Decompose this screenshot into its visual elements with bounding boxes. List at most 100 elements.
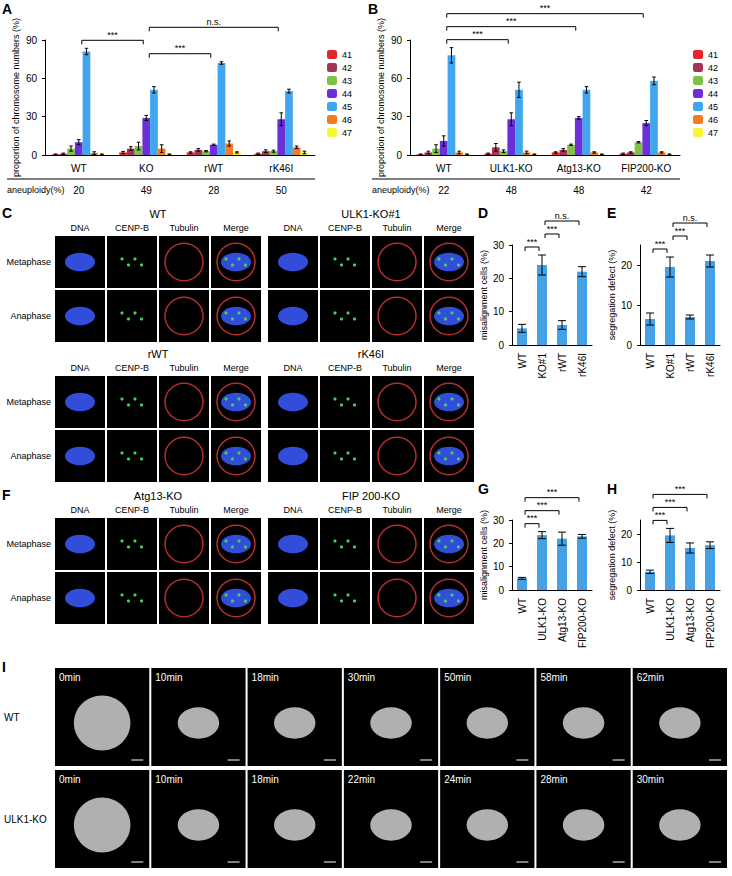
svg-text:DNA: DNA bbox=[70, 223, 89, 233]
svg-text:rK46I: rK46I bbox=[705, 353, 716, 377]
svg-text:10: 10 bbox=[621, 557, 633, 568]
svg-text:10min: 10min bbox=[155, 774, 182, 785]
svg-text:20: 20 bbox=[621, 260, 633, 271]
svg-text:D: D bbox=[478, 205, 488, 221]
svg-text:CENP-B: CENP-B bbox=[328, 363, 362, 373]
svg-text:***: *** bbox=[472, 29, 483, 39]
svg-text:43: 43 bbox=[708, 76, 718, 86]
svg-text:DNA: DNA bbox=[283, 223, 302, 233]
svg-text:50min: 50min bbox=[444, 672, 471, 683]
svg-text:FIP200-KO: FIP200-KO bbox=[705, 598, 716, 648]
svg-text:WT: WT bbox=[645, 598, 656, 614]
svg-text:10: 10 bbox=[621, 300, 633, 311]
svg-text:E: E bbox=[607, 205, 616, 221]
svg-text:***: *** bbox=[527, 237, 538, 247]
svg-text:Tubulin: Tubulin bbox=[382, 363, 411, 373]
svg-text:proportion of chromosome numbe: proportion of chromosome numbers (%) bbox=[11, 18, 21, 177]
svg-text:22min: 22min bbox=[348, 774, 375, 785]
svg-text:***: *** bbox=[540, 3, 551, 13]
svg-text:43: 43 bbox=[342, 76, 352, 86]
svg-text:Atg13-KO: Atg13-KO bbox=[134, 490, 183, 502]
svg-text:20: 20 bbox=[621, 529, 633, 540]
svg-text:FIP200-KO: FIP200-KO bbox=[577, 598, 588, 648]
svg-text:90: 90 bbox=[391, 35, 403, 46]
svg-text:0min: 0min bbox=[59, 774, 81, 785]
svg-text:CENP-B: CENP-B bbox=[328, 223, 362, 233]
svg-text:30: 30 bbox=[493, 240, 505, 251]
svg-text:WT: WT bbox=[4, 712, 20, 723]
svg-text:30: 30 bbox=[391, 111, 403, 122]
svg-text:***: *** bbox=[547, 224, 558, 234]
svg-text:46: 46 bbox=[708, 115, 718, 125]
svg-text:Merge: Merge bbox=[223, 223, 249, 233]
svg-text:49: 49 bbox=[141, 185, 153, 196]
svg-text:I: I bbox=[2, 659, 6, 675]
svg-text:***: *** bbox=[655, 239, 666, 249]
svg-text:42: 42 bbox=[708, 63, 718, 73]
svg-text:45: 45 bbox=[342, 102, 352, 112]
svg-text:47: 47 bbox=[708, 128, 718, 138]
svg-text:***: *** bbox=[665, 497, 676, 507]
svg-text:30min: 30min bbox=[348, 672, 375, 683]
svg-text:58min: 58min bbox=[540, 672, 567, 683]
svg-text:ULK1-KO: ULK1-KO bbox=[537, 598, 548, 641]
svg-text:18min: 18min bbox=[252, 672, 279, 683]
svg-text:Tubulin: Tubulin bbox=[169, 505, 198, 515]
svg-text:B: B bbox=[368, 1, 378, 17]
svg-text:segregation defect (%): segregation defect (%) bbox=[607, 250, 617, 341]
svg-text:ULK1-KO: ULK1-KO bbox=[4, 814, 47, 825]
svg-text:47: 47 bbox=[342, 128, 352, 138]
svg-text:0: 0 bbox=[31, 150, 37, 161]
svg-text:Atg13-KO: Atg13-KO bbox=[685, 598, 696, 642]
svg-text:FIP 200-KO: FIP 200-KO bbox=[342, 490, 400, 502]
svg-text:WT: WT bbox=[517, 598, 528, 614]
svg-text:rWT: rWT bbox=[148, 348, 169, 360]
svg-text:62min: 62min bbox=[637, 672, 664, 683]
svg-text:Metaphase: Metaphase bbox=[6, 539, 51, 549]
svg-text:aneuploidy(%): aneuploidy(%) bbox=[7, 185, 65, 195]
svg-text:0: 0 bbox=[498, 340, 504, 351]
svg-text:rWT: rWT bbox=[204, 163, 223, 174]
svg-text:20: 20 bbox=[493, 273, 505, 284]
svg-text:rK46I: rK46I bbox=[269, 163, 293, 174]
svg-text:42: 42 bbox=[342, 63, 352, 73]
svg-text:44: 44 bbox=[708, 89, 718, 99]
svg-text:aneuploidy(%): aneuploidy(%) bbox=[372, 185, 430, 195]
svg-text:***: *** bbox=[547, 487, 558, 497]
svg-text:Tubulin: Tubulin bbox=[382, 505, 411, 515]
svg-text:***: *** bbox=[537, 500, 548, 510]
svg-text:41: 41 bbox=[342, 50, 352, 60]
svg-text:20: 20 bbox=[73, 185, 85, 196]
svg-text:misalignment cells (%): misalignment cells (%) bbox=[479, 250, 489, 340]
svg-text:Tubulin: Tubulin bbox=[382, 223, 411, 233]
svg-text:segregation defect (%): segregation defect (%) bbox=[607, 510, 617, 601]
svg-text:DNA: DNA bbox=[70, 363, 89, 373]
svg-text:***: *** bbox=[107, 30, 118, 40]
svg-text:rK46I: rK46I bbox=[358, 348, 384, 360]
svg-text:DNA: DNA bbox=[283, 363, 302, 373]
svg-text:Atg13-KO: Atg13-KO bbox=[557, 163, 601, 174]
svg-text:46: 46 bbox=[342, 115, 352, 125]
svg-text:Tubulin: Tubulin bbox=[169, 363, 198, 373]
svg-text:Merge: Merge bbox=[436, 505, 462, 515]
svg-text:KO: KO bbox=[139, 163, 154, 174]
svg-text:Tubulin: Tubulin bbox=[169, 223, 198, 233]
svg-text:28: 28 bbox=[208, 185, 220, 196]
svg-text:misalignment cells (%): misalignment cells (%) bbox=[479, 510, 489, 600]
svg-text:***: *** bbox=[675, 226, 686, 236]
svg-text:41: 41 bbox=[708, 50, 718, 60]
svg-text:60: 60 bbox=[26, 73, 38, 84]
svg-text:Atg13-KO: Atg13-KO bbox=[557, 598, 568, 642]
svg-text:42: 42 bbox=[641, 185, 653, 196]
svg-text:KO#1: KO#1 bbox=[665, 353, 676, 379]
svg-text:FIP200-KO: FIP200-KO bbox=[621, 163, 671, 174]
svg-text:0: 0 bbox=[396, 150, 402, 161]
svg-text:30min: 30min bbox=[637, 774, 664, 785]
svg-text:WT: WT bbox=[71, 163, 87, 174]
svg-text:30: 30 bbox=[26, 111, 38, 122]
svg-text:45: 45 bbox=[708, 102, 718, 112]
svg-text:G: G bbox=[478, 481, 489, 497]
svg-text:Merge: Merge bbox=[436, 363, 462, 373]
svg-text:***: *** bbox=[655, 510, 666, 520]
svg-text:WT: WT bbox=[436, 163, 452, 174]
